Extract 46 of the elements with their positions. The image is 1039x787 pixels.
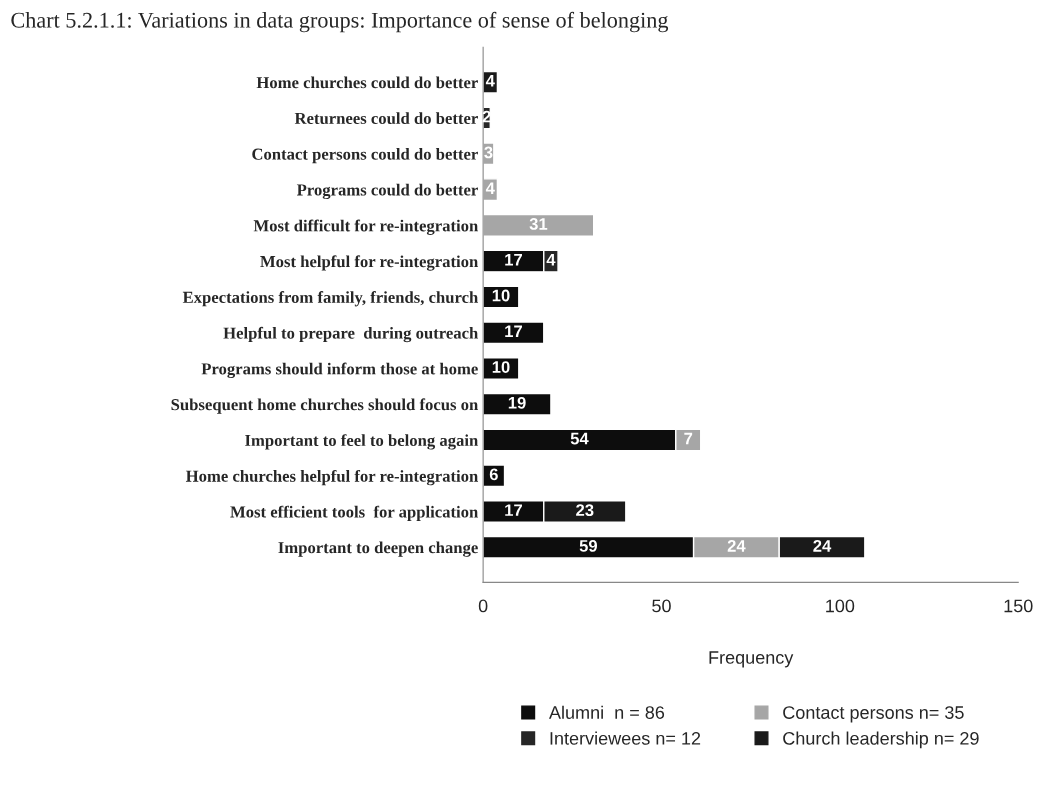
y-tick-label: Helpful to prepare during outreach (223, 326, 479, 343)
bar (483, 392, 552, 416)
data-label: 6 (489, 468, 498, 481)
data-label: 10 (492, 361, 510, 373)
data-label: 59 (579, 539, 598, 552)
x-tick-label: 0 (478, 599, 488, 613)
y-tick-label: Important to deepen change (278, 541, 478, 557)
legend-label: Interviewees n= 12 (550, 731, 701, 745)
y-tick-label: Programs could do better (296, 183, 478, 200)
data-label: 4 (546, 253, 556, 266)
data-label: 23 (576, 504, 594, 517)
data-label: 19 (508, 396, 526, 409)
y-tick-label: Returnees could do better (294, 112, 478, 125)
y-tick-label: Expectations from family, friends, church (182, 291, 479, 307)
legend-label: Church leadership n= 29 (783, 731, 979, 749)
x-tick-label: 100 (826, 599, 855, 613)
legend-label: Contact persons n= 35 (783, 706, 964, 723)
data-label: 17 (505, 325, 522, 337)
bar (483, 213, 595, 237)
data-label: 4 (485, 75, 495, 87)
legend-label: Alumni n = 86 (548, 705, 665, 719)
data-label: 24 (813, 539, 832, 552)
y-tick-label: Most difficult for re-integration (253, 219, 479, 235)
data-label: 10 (492, 289, 510, 302)
data-label: 3 (484, 146, 493, 159)
data-label: 7 (684, 432, 693, 445)
bar (483, 321, 545, 345)
data-label: 17 (505, 504, 522, 516)
y-tick-label: Programs should inform those at home (201, 362, 478, 379)
y-tick-label: Important to feel to belong again (245, 434, 479, 450)
x-tick-label: 50 (652, 599, 671, 613)
data-label: 24 (727, 539, 746, 552)
y-tick-label: Home churches could do better (256, 76, 478, 89)
y-tick-label: Most helpful for re-integration (260, 255, 479, 271)
data-label: 54 (570, 432, 589, 445)
y-tick-label: Home churches helpful for re-integration (185, 469, 479, 486)
y-tick-label: Contact persons could do better (252, 148, 478, 164)
chart-title: Chart 5.2.1.1: Variations in data groups: Importance of sense of belonging (11, 11, 669, 33)
x-axis-title: Frequency (709, 651, 794, 668)
y-tick-label: Most efficient tools for application (230, 505, 479, 521)
data-label: 17 (505, 253, 522, 266)
data-label: 4 (485, 182, 495, 194)
x-tick-label: 150 (1004, 599, 1033, 613)
bar (483, 285, 520, 309)
data-label: 31 (529, 218, 548, 230)
y-tick-label: Subsequent home churches should focus on (171, 398, 479, 414)
